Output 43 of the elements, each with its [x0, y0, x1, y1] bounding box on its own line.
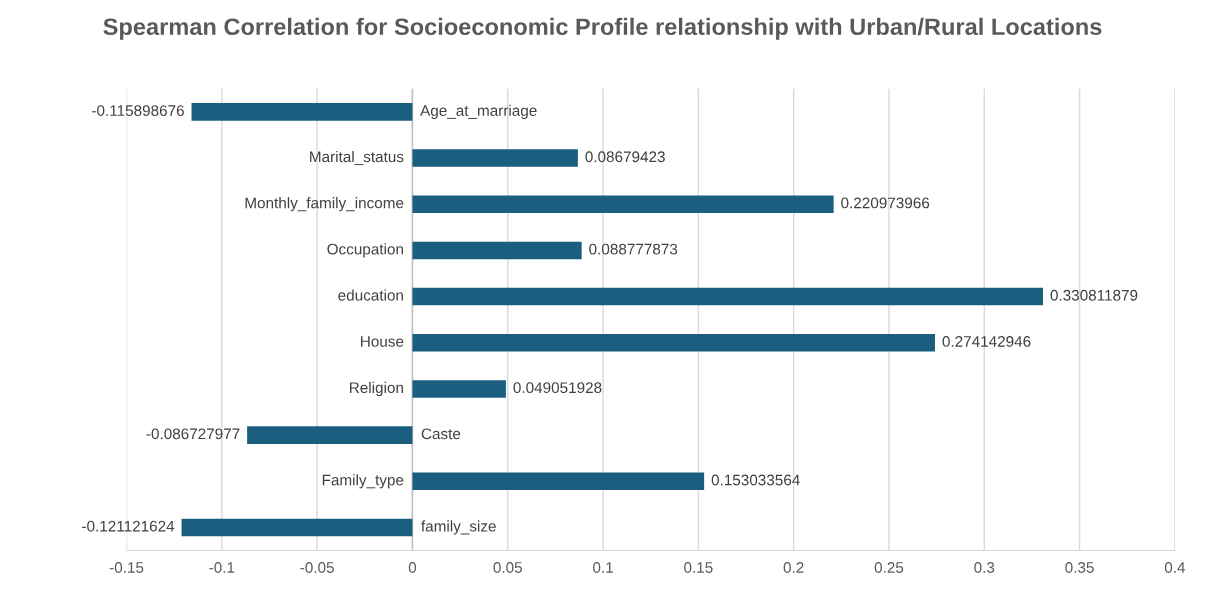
y-tick-label: family_size	[421, 520, 496, 535]
x-tick-label: 0.4	[1164, 562, 1186, 573]
y-tick-label: Religion	[350, 381, 403, 397]
x-tick-label: 0.25	[874, 562, 904, 573]
x-tick-label: 0	[408, 562, 417, 573]
data-label: -0.121121624	[82, 520, 175, 532]
bar	[247, 426, 413, 444]
data-label: 0.330811879	[1050, 289, 1138, 301]
bar	[412, 195, 834, 214]
x-tick-label: 0.05	[493, 562, 522, 573]
data-label: 0.08679423	[585, 151, 665, 163]
bar	[412, 380, 506, 398]
x-tick-label: -0.05	[300, 562, 334, 573]
y-tick-label: Occupation	[327, 243, 403, 258]
data-label: 0.274142946	[942, 336, 1031, 347]
y-tick-label: Caste	[421, 428, 461, 440]
y-tick-label: Monthly_family_income	[245, 197, 404, 212]
x-tick-label: 0.15	[684, 562, 713, 573]
bar	[191, 103, 413, 121]
data-label: 0.049051928	[513, 382, 602, 394]
chart-title: Spearman Correlation for Socioeconomic Profile relationship with Urban/Rural Locations	[103, 17, 1102, 40]
bar	[181, 518, 413, 537]
bar	[412, 241, 582, 260]
data-label: 0.220973966	[841, 197, 930, 209]
bar	[412, 333, 935, 352]
data-label: -0.115898676	[92, 105, 184, 116]
data-label: 0.088777873	[589, 243, 678, 255]
data-label: 0.153033564	[711, 474, 800, 486]
y-tick-label: Family_type	[322, 474, 404, 489]
x-tick-label: 0.1	[593, 562, 613, 573]
x-tick-label: 0.3	[974, 562, 995, 573]
x-tick-label: 0.35	[1065, 562, 1094, 573]
x-tick-label: 0.2	[783, 562, 804, 573]
x-tick-label: -0.1	[209, 562, 235, 573]
y-tick-label: House	[361, 336, 404, 347]
bar	[412, 472, 705, 491]
y-tick-label: Age_at_marriage	[420, 104, 537, 120]
x-tick-label: -0.15	[109, 562, 144, 573]
y-tick-label: education	[338, 289, 403, 301]
y-tick-label: Marital_status	[310, 150, 404, 166]
bar	[412, 287, 1043, 306]
bar	[412, 149, 578, 167]
data-label: -0.086727977	[146, 428, 240, 440]
